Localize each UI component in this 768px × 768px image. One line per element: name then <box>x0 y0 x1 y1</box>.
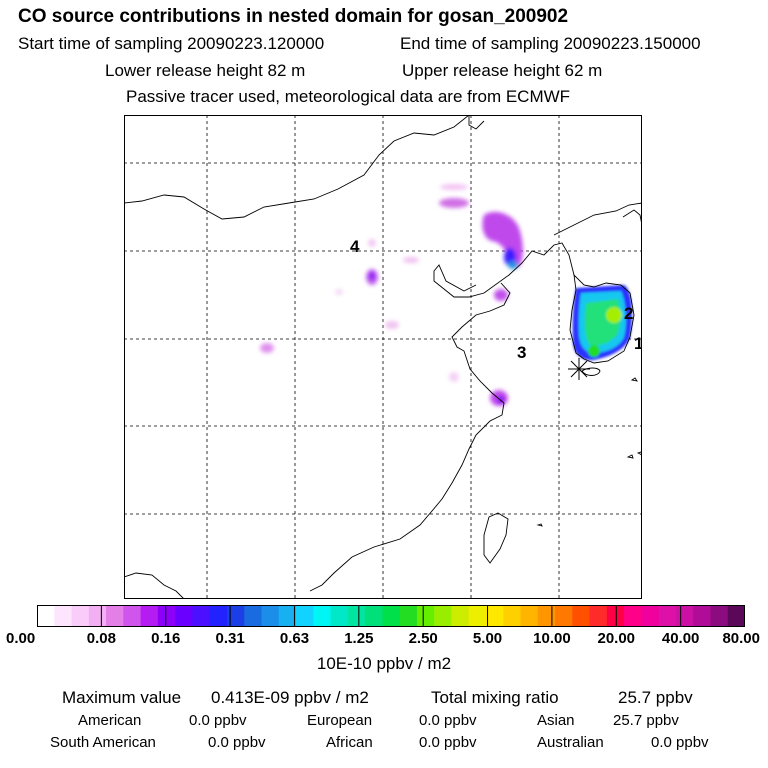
colorbar-cell <box>37 605 55 627</box>
end-time: End time of sampling 20090223.150000 <box>400 34 701 53</box>
max-value-label: Maximum value <box>62 688 182 707</box>
colorbar-tick-label: 0.08 <box>86 630 116 647</box>
colorbar-cell <box>434 605 453 627</box>
colorbar-cell <box>468 605 487 627</box>
colorbar-cell <box>382 605 401 627</box>
colorbar-cell <box>175 605 194 627</box>
figure-title: CO source contributions in nested domain… <box>18 6 569 27</box>
coastlines <box>124 115 642 599</box>
colorbar-cell <box>192 605 211 627</box>
region-value: 0.0 ppbv <box>419 712 477 729</box>
tracer-plumes <box>260 184 632 406</box>
colorbar-cell <box>658 605 677 627</box>
lat-lon-grid <box>124 115 642 599</box>
region-label-2: 2 <box>624 304 633 323</box>
colorbar-cell <box>313 605 332 627</box>
colorbar-cell <box>296 605 314 627</box>
colorbar-cell <box>106 605 124 627</box>
colorbar <box>37 605 745 627</box>
model-note: Passive tracer used, meteorological data… <box>126 87 571 106</box>
colorbar-cell <box>485 605 504 627</box>
colorbar-cell <box>365 605 383 627</box>
region-value: 0.0 ppbv <box>189 712 247 729</box>
lower-release-height: Lower release height 82 m <box>105 61 306 80</box>
colorbar-cell <box>451 605 470 627</box>
colorbar-cell <box>710 605 729 627</box>
start-time: Start time of sampling 20090223.120000 <box>18 34 325 53</box>
colorbar-cell <box>347 605 366 627</box>
colorbar-cell <box>209 605 228 627</box>
colorbar-tick-label: 0.00 <box>6 630 36 647</box>
region-name: South American <box>50 734 156 751</box>
colorbar-tick-label: 0.31 <box>215 630 245 647</box>
region-name: American <box>78 712 142 729</box>
colorbar-cell <box>520 605 539 627</box>
colorbar-cell <box>399 605 418 627</box>
colorbar-cell <box>641 605 660 627</box>
upper-release-height: Upper release height 62 m <box>402 61 603 80</box>
colorbar-cell <box>624 605 642 627</box>
colorbar-cell <box>589 605 608 627</box>
region-label-1: 1 <box>634 334 642 353</box>
region-value: 0.0 ppbv <box>208 734 266 751</box>
colorbar-cell <box>675 605 694 627</box>
region-name: African <box>326 734 373 751</box>
colorbar-tick-label: 20.00 <box>597 630 636 647</box>
colorbar-tick-label: 0.63 <box>279 630 310 647</box>
colorbar-tick-label: 10.00 <box>533 630 571 647</box>
colorbar-cell <box>226 605 245 627</box>
colorbar-tick-label: 2.50 <box>408 630 438 647</box>
region-name: Asian <box>537 712 575 729</box>
region-value: 0.0 ppbv <box>651 734 709 751</box>
colorbar-cell <box>537 605 556 627</box>
region-label-3: 3 <box>517 343 526 362</box>
colorbar-tick-label: 1.25 <box>344 630 374 647</box>
colorbar-cell <box>157 605 176 627</box>
receptor-star-icon <box>568 358 590 380</box>
colorbar-cell <box>572 605 591 627</box>
colorbar-cell <box>278 605 297 627</box>
colorbar-cell <box>54 605 73 627</box>
colorbar-cell <box>71 605 90 627</box>
region-value: 25.7 ppbv <box>613 712 679 729</box>
colorbar-cell <box>123 605 142 627</box>
colorbar-cell <box>244 605 263 627</box>
colorbar-tick-label: 0.16 <box>151 630 181 647</box>
colorbar-cell <box>88 605 107 627</box>
colorbar-cell <box>261 605 280 627</box>
colorbar-cell <box>727 605 745 627</box>
total-mixing-value: 25.7 ppbv <box>618 688 693 707</box>
colorbar-cell <box>503 605 522 627</box>
region-name: European <box>307 712 373 729</box>
region-name: Australian <box>537 734 604 751</box>
colorbar-cell <box>555 605 573 627</box>
colorbar-cell <box>330 605 349 627</box>
region-label-4: 4 <box>350 237 360 256</box>
colorbar-tick-label: 40.00 <box>661 630 700 647</box>
colorbar-cell <box>693 605 712 627</box>
colorbar-cell <box>140 605 159 627</box>
colorbar-tick-label: 5.00 <box>472 630 503 647</box>
colorbar-tick-label: 80.00 <box>722 630 760 647</box>
colorbar-cell <box>416 605 435 627</box>
region-value: 0.0 ppbv <box>419 734 477 751</box>
colorbar-unit: 10E-10 ppbv / m2 <box>316 654 452 673</box>
total-mixing-label: Total mixing ratio <box>431 688 559 707</box>
map-panel: 4 2 1 3 <box>124 115 642 599</box>
max-value: 0.413E-09 ppbv / m2 <box>211 688 369 707</box>
